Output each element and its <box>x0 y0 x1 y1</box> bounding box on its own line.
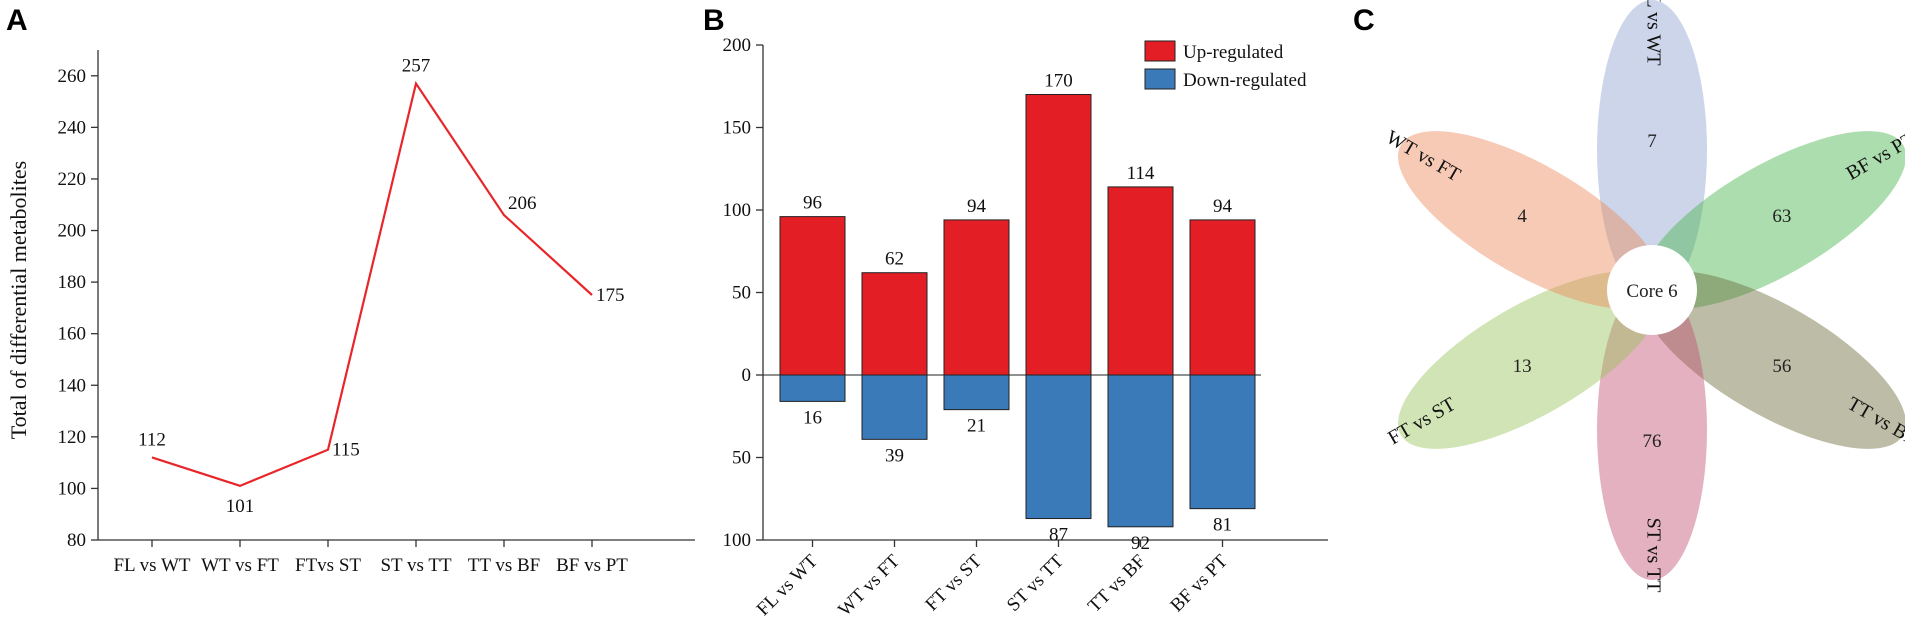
y-tick-label: 150 <box>723 118 752 139</box>
venn-count: 76 <box>1643 431 1662 452</box>
venn-count: 7 <box>1647 131 1657 152</box>
x-tick-label: ST vs TT <box>380 555 451 576</box>
venn-set-3 <box>1597 280 1707 580</box>
bar-down <box>1025 374 1092 520</box>
venn-count: 63 <box>1772 206 1791 227</box>
bar-label-down: 21 <box>967 416 986 437</box>
x-tick-label: WT vs FT <box>201 555 279 576</box>
y-tick-label: 200 <box>723 35 752 56</box>
bar-down <box>943 374 1010 411</box>
bar-down <box>1107 374 1174 528</box>
legend: Up-regulated Down-regulated <box>1144 40 1307 91</box>
venn-core-circle <box>1607 245 1697 335</box>
bar-label-up: 94 <box>967 196 987 217</box>
venn-set-1 <box>1640 131 1905 309</box>
x-tick-label: WT vs FT <box>834 550 904 620</box>
data-label: 112 <box>138 429 166 450</box>
bar-down <box>1189 374 1256 510</box>
venn-set-label: ST vs TT <box>1642 518 1664 593</box>
panel-label-a: A <box>6 4 28 37</box>
y-tick-label: 160 <box>58 324 87 345</box>
y-tick-label: 80 <box>67 530 86 551</box>
bar-label-down: 87 <box>1049 525 1068 546</box>
line-chart: Total of differential metabolites 80 100 1… <box>6 50 695 576</box>
bar-down <box>861 374 928 440</box>
x-tick-label: TT vs BF <box>468 555 541 576</box>
bar-up <box>1107 186 1174 376</box>
data-label: 115 <box>332 440 360 461</box>
legend-swatch-down <box>1144 68 1176 90</box>
x-tick-label: BF vs PT <box>1166 550 1232 616</box>
data-label: 206 <box>508 193 537 214</box>
bar-label-up: 170 <box>1044 71 1073 92</box>
venn-core-label: Core 6 <box>1626 281 1677 302</box>
legend-label-down: Down-regulated <box>1183 70 1307 91</box>
venn-set-5 <box>1397 131 1664 309</box>
x-tick-label: BF vs PT <box>556 555 628 576</box>
venn-count: 4 <box>1517 206 1527 227</box>
venn-set-4 <box>1397 271 1664 449</box>
x-tick-label: FL vs WT <box>113 555 190 576</box>
bar-label-up: 62 <box>885 249 904 270</box>
y-tick-label: 180 <box>58 272 87 293</box>
bar-label-up: 114 <box>1127 163 1155 184</box>
y-tick-label: 50 <box>732 448 751 469</box>
bar-label-down: 39 <box>885 445 904 466</box>
bar-label-down: 81 <box>1213 515 1232 536</box>
y-tick-label: 0 <box>742 365 752 386</box>
data-label: 101 <box>226 496 255 517</box>
venn-set-0 <box>1597 0 1707 300</box>
y-tick-label: 100 <box>58 478 87 499</box>
bar-chart: Up-regulated Down-regulated 200 150 100 50 0… <box>723 35 1328 621</box>
venn-set-label: FL vs WT <box>1642 0 1664 66</box>
y-tick-label: 100 <box>723 530 752 551</box>
series-line <box>151 80 593 488</box>
panel-label-c: C <box>1353 4 1375 37</box>
y-axis-title: Total of differential metabolites <box>6 161 31 439</box>
x-tick-label: FT vs ST <box>921 550 986 615</box>
venn-count: 56 <box>1772 356 1791 377</box>
legend-label-up: Up-regulated <box>1183 42 1284 63</box>
y-tick-label: 120 <box>58 427 87 448</box>
bar-label-up: 94 <box>1213 196 1233 217</box>
bar-up <box>1189 219 1256 376</box>
x-tick-label: TT vs BF <box>1084 551 1150 617</box>
y-tick-label: 200 <box>58 221 87 242</box>
y-tick-label: 140 <box>58 375 87 396</box>
data-label: 175 <box>596 285 625 306</box>
x-tick-label: ST vs TT <box>1003 550 1068 615</box>
bar-up <box>779 216 846 376</box>
y-tick-label: 240 <box>58 117 87 138</box>
panel-label-b: B <box>703 4 725 37</box>
y-tick-label: 220 <box>58 169 87 190</box>
venn-set-2 <box>1640 271 1905 449</box>
y-tick-label: 100 <box>723 200 752 221</box>
x-tick-label: FL vs WT <box>753 550 823 620</box>
bar-label-down: 16 <box>803 407 822 428</box>
bar-down <box>779 374 846 402</box>
x-tick-label: FTvs ST <box>295 555 361 576</box>
y-tick-label: 50 <box>732 283 751 304</box>
data-label: 257 <box>402 56 431 77</box>
bar-label-up: 96 <box>803 193 822 214</box>
venn-count: 13 <box>1513 356 1532 377</box>
bar-up <box>943 219 1010 376</box>
y-tick-label: 260 <box>58 66 87 87</box>
legend-swatch-up <box>1144 40 1176 62</box>
bar-up <box>1025 94 1092 376</box>
bar-up <box>861 272 928 376</box>
